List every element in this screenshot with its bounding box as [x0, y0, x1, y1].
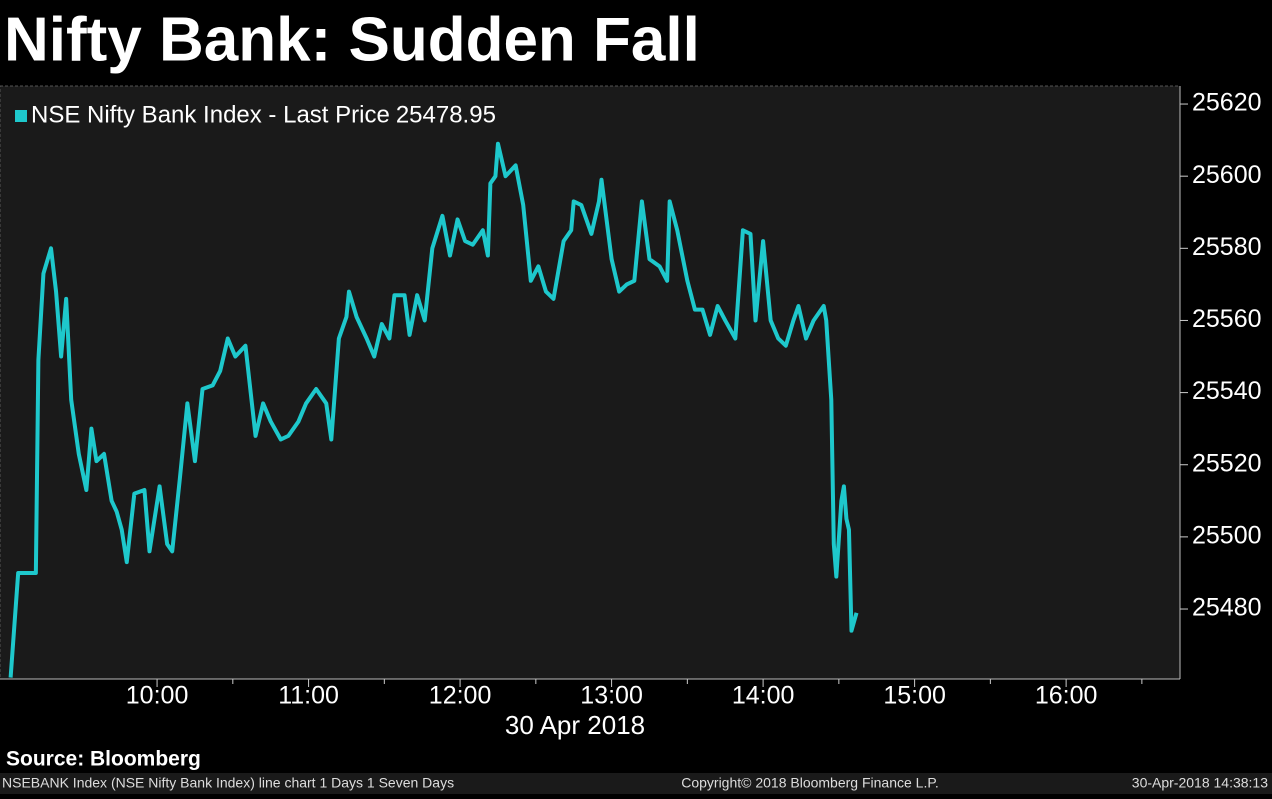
chart-title: Nifty Bank: Sudden Fall — [4, 5, 700, 74]
x-tick-label: 12:00 — [429, 682, 492, 710]
legend-swatch — [15, 110, 27, 122]
footer-right: 30-Apr-2018 14:38:13 — [1132, 775, 1268, 791]
y-tick-label: 25600 — [1192, 161, 1262, 189]
y-tick-label: 25560 — [1192, 305, 1262, 333]
x-tick-label: 13:00 — [580, 682, 643, 710]
x-tick-label: 14:00 — [732, 682, 795, 710]
x-tick-label: 15:00 — [883, 682, 946, 710]
footer-center: Copyright© 2018 Bloomberg Finance L.P. — [681, 775, 939, 791]
footer-bar — [0, 773, 1272, 794]
y-tick-label: 25580 — [1192, 233, 1262, 261]
y-tick-label: 25520 — [1192, 449, 1262, 477]
y-tick-label: 25540 — [1192, 377, 1262, 405]
price-line — [8, 141, 859, 678]
legend-label: NSE Nifty Bank Index - Last Price — [31, 101, 390, 128]
y-tick-label: 25620 — [1192, 89, 1262, 117]
x-axis-label: 30 Apr 2018 — [505, 710, 645, 740]
x-tick-label: 10:00 — [126, 682, 189, 710]
y-tick-label: 25480 — [1192, 594, 1262, 622]
legend-last-value: 25478.95 — [396, 101, 496, 128]
plot-area — [0, 85, 1181, 680]
x-tick-label: 11:00 — [278, 682, 339, 710]
footer-left: NSEBANK Index (NSE Nifty Bank Index) lin… — [2, 775, 454, 791]
y-tick-label: 25500 — [1192, 521, 1262, 549]
source: Source: Bloomberg — [6, 748, 201, 771]
x-tick-label: 16:00 — [1035, 682, 1098, 710]
